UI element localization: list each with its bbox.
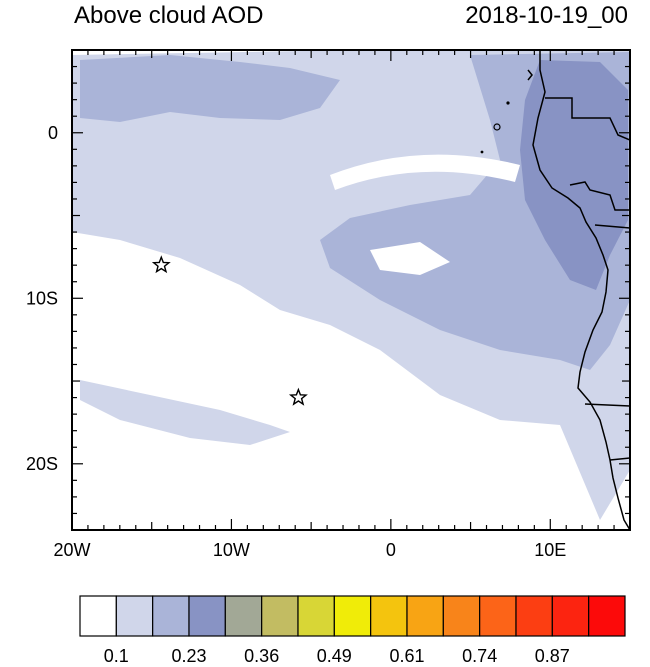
aod-region-mid-north [80,55,340,122]
x-tick-label-10e: 10E [534,540,566,560]
clear-gap-patch [370,242,450,275]
coastline [527,50,630,530]
colorbar-box-0 [79,595,117,637]
colorbar-label-4: 0.61 [389,646,424,666]
island-dot-2 [480,150,484,154]
x-tick-label-0: 0 [386,540,396,560]
colorbar-box-10 [442,595,481,637]
colorbar-labels: 0.1 0.23 0.36 0.49 0.61 0.74 0.87 [104,646,570,666]
colorbar [79,595,626,637]
y-tick-label-20s: 20S [26,454,58,474]
island-marker [493,123,501,131]
colorbar-box-9 [406,595,444,637]
colorbar-label-3: 0.49 [317,646,352,666]
aod-band-south [80,380,290,445]
colorbar-box-14 [588,595,626,637]
colorbar-box-8 [370,595,408,637]
colorbar-box-3 [188,595,226,637]
plot-frame [71,49,631,531]
colorbar-label-5: 0.74 [462,646,497,666]
colorbar-box-1 [115,595,154,637]
colorbar-label-2: 0.36 [244,646,279,666]
island-dot [506,101,510,105]
colorbar-box-7 [333,595,372,637]
map-title: Above cloud AOD [74,2,264,29]
colorbar-box-5 [261,595,299,637]
star-marker-2 [288,387,308,406]
colorbar-label-0: 0.1 [104,646,129,666]
y-tick-label-0: 0 [48,123,58,143]
colorbar-box-2 [152,595,190,637]
aod-field [72,50,630,530]
y-tick-label-10s: 10S [26,288,58,308]
x-tick-label-10w: 10W [213,540,250,560]
star-markers [151,255,308,406]
clear-gap-band [330,154,520,190]
colorbar-box-13 [551,595,590,637]
colorbar-box-6 [297,595,335,637]
tick-marks [71,49,631,531]
colorbar-label-1: 0.23 [171,646,206,666]
star-marker-1 [151,255,171,274]
colorbar-box-11 [479,595,517,637]
colorbar-label-6: 0.87 [535,646,570,666]
colorbar-box-12 [515,595,553,637]
x-tick-label-20w: 20W [53,540,90,560]
colorbar-box-4 [224,595,263,637]
map-datetime: 2018-10-19_00 [465,2,628,29]
